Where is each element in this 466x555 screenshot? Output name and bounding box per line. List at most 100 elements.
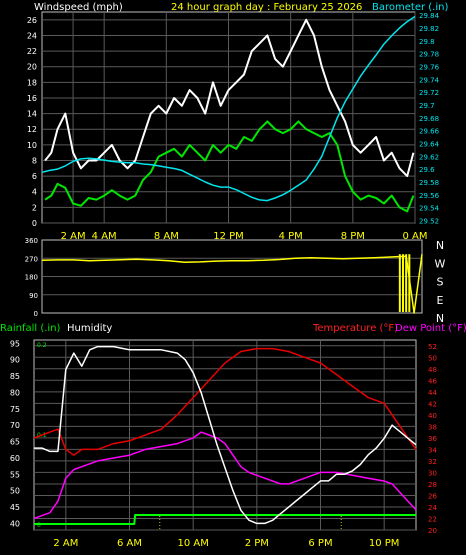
compass-label: N [436,239,444,252]
humidity-y-tick-label: 60 [10,454,20,463]
temp-series [33,345,417,525]
wind-y-tick-label: 8 [32,156,37,165]
temp-y-tick-label: 48 [428,366,437,374]
humidity-y-tick-label: 85 [10,372,20,381]
temp-x-tick-label: 6 PM [308,538,332,549]
wind-y-tick-label: 4 [32,188,37,197]
direction-y-tick-label: 90 [29,292,38,300]
gust-line [44,18,415,178]
humidity-y-tick-label: 70 [10,421,20,430]
humidity-y-tick-label: 50 [10,487,20,496]
wind-series [41,15,416,213]
baro-y-tick-label: 29.54 [419,205,440,213]
rain-axis-title: Rainfall (.in) [0,323,61,334]
temp-y-tick-label: 38 [428,423,437,431]
humidity-axis-title: Humidity [67,323,112,334]
temp-y-axis: 20 22 24 26 28 30 32 34 36 38 40 42 44 46 48 50 52 [428,343,437,535]
baro-y-tick-label: 29.72 [419,89,439,97]
rain-y-tick-label: 0 [37,522,41,529]
humidity-line [34,345,417,525]
temp-y-tick-label: 44 [428,389,437,397]
baro-y-tick-label: 29.62 [419,153,439,161]
temp-y-tick-label: 40 [428,412,437,420]
compass-label: W [435,257,446,270]
baro-y-tick-label: 29.6 [419,166,435,174]
direction-y-tick-label: 360 [25,237,38,245]
wind-x-tick-label: 8 AM [154,231,179,242]
dewpoint-axis-title: Dew Point (°F) [395,323,466,334]
direction-y-axis: 0 90 180 270 360 [25,237,38,318]
wind-y-tick-label: 6 [32,172,37,181]
humidity-y-tick-label: 75 [10,405,20,414]
wind-direction-line [41,254,423,314]
wind-chart-grid [42,12,416,224]
barometer-line [41,15,416,202]
temp-y-tick-label: 32 [428,458,437,466]
wind-x-tick-label: 8 PM [341,231,365,242]
baro-y-tick-label: 29.84 [419,12,440,20]
baro-y-tick-label: 29.68 [419,115,439,123]
baro-axis-title: Barometer (.in) [372,2,448,13]
temperature-line [33,347,417,456]
baro-y-tick-label: 29.76 [419,64,440,72]
temp-x-tick-label: 2 PM [245,538,269,549]
baro-y-tick-label: 29.7 [419,102,435,110]
baro-y-tick-label: 29.56 [419,192,440,200]
direction-grid [42,257,422,296]
wind-y-tick-label: 12 [27,125,37,134]
direction-y-tick-label: 270 [25,255,38,263]
baro-y-tick-label: 29.64 [419,140,440,148]
temp-y-tick-label: 26 [428,492,437,500]
baro-y-axis: 29.52 29.54 29.56 29.58 29.6 29.62 29.64 29.66 2… [419,12,440,225]
wind-x-tick-label: 4 AM [92,231,117,242]
compass-label: E [437,294,444,307]
wind-y-tick-label: 14 [27,110,37,119]
temp-hum-chart: 40 45 50 55 60 65 70 75 80 85 90 95 20 22 24 26 28 30 32 3… [10,339,438,549]
humidity-y-tick-label: 45 [10,503,20,512]
wind-x-axis: 2 AM 4 AM 8 AM 12 PM 4 PM 8 PM 0 AM [61,231,428,242]
humidity-y-tick-label: 80 [10,388,20,397]
temp-y-tick-label: 50 [428,354,437,362]
temp-y-tick-label: 34 [428,446,437,454]
wind-x-tick-label: 2 AM [61,231,86,242]
baro-y-tick-label: 29.82 [419,25,439,33]
wind-y-tick-label: 10 [27,141,37,150]
temp-y-tick-label: 30 [428,469,437,477]
temp-y-tick-label: 20 [428,527,437,535]
baro-y-tick-label: 29.8 [419,38,435,46]
baro-y-tick-label: 29.78 [419,51,439,59]
rain-y-tick-label: 0.2 [37,342,47,349]
wind-y-tick-label: 22 [27,47,37,56]
baro-y-tick-label: 29.74 [419,76,440,84]
temperature-axis-title: Temperature (°F) [312,323,398,334]
chart-title: 24 hour graph day : February 25 2026 [171,2,362,13]
temp-y-tick-label: 36 [428,435,437,443]
humidity-y-tick-label: 95 [10,339,20,348]
temp-y-tick-label: 22 [428,515,437,523]
humidity-y-axis: 40 45 50 55 60 65 70 75 80 85 90 95 [10,339,20,528]
baro-y-tick-label: 29.66 [419,128,440,136]
wind-x-tick-label: 4 PM [279,231,303,242]
temp-y-tick-label: 46 [428,377,437,385]
wind-y-tick-label: 2 [32,203,37,212]
temp-x-tick-label: 2 AM [53,538,78,549]
wind-x-tick-label: 0 AM [402,231,427,242]
direction-y-tick-label: 180 [25,274,38,282]
baro-y-tick-label: 29.52 [419,217,439,225]
compass-label: N [436,312,444,325]
wind-y-tick-label: 16 [27,94,37,103]
direction-y-tick-label: 0 [34,310,38,318]
rainfall-line [34,514,416,525]
wind-y-tick-label: 0 [32,219,37,228]
humidity-y-tick-label: 65 [10,438,20,447]
baro-y-tick-label: 29.58 [419,179,439,187]
temp-y-tick-label: 52 [428,343,437,351]
compass-label: S [437,276,444,289]
wind-y-tick-label: 26 [27,16,37,25]
temp-x-tick-label: 10 PM [369,538,400,549]
temp-x-tick-label: 6 AM [117,538,142,549]
